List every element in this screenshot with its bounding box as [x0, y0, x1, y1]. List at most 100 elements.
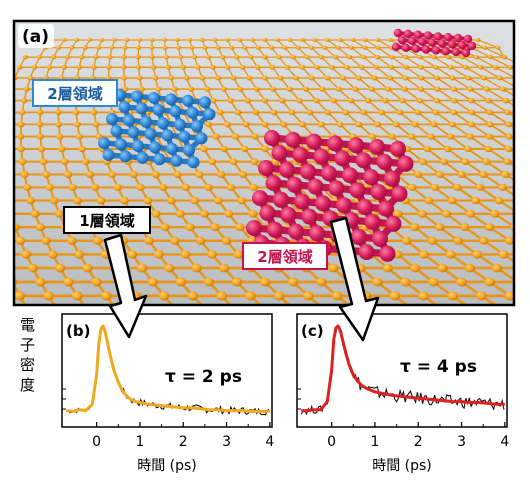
lattice-atom — [290, 54, 296, 60]
lattice-atom — [358, 64, 365, 70]
lattice-atom — [261, 121, 269, 128]
lattice-atom — [433, 64, 439, 70]
lattice-atom — [352, 86, 359, 92]
cluster-atom — [191, 120, 203, 133]
cluster-atom — [136, 151, 149, 164]
lattice-bond — [471, 47, 491, 58]
lattice-atom — [91, 277, 102, 287]
lattice-atom — [453, 236, 463, 245]
lattice-bond — [405, 77, 422, 90]
lattice-atom — [262, 75, 268, 81]
lattice-atom — [465, 75, 472, 81]
cluster-atom — [313, 148, 330, 165]
lattice-bond — [352, 39, 366, 49]
lattice-atom — [215, 75, 221, 81]
fit-curve — [301, 324, 505, 413]
lattice-atom — [65, 54, 71, 60]
lattice-atom — [382, 263, 393, 273]
lattice-atom — [170, 236, 180, 245]
cluster-atom — [187, 156, 200, 169]
lattice-atom — [461, 158, 470, 166]
lattice-atom — [218, 263, 230, 273]
cluster-atom — [417, 37, 427, 46]
lattice-bond — [453, 99, 473, 114]
cluster-atom — [391, 185, 408, 202]
plot-b-curves — [62, 324, 270, 416]
lattice-bond — [469, 135, 489, 150]
lattice-atom — [224, 121, 231, 128]
lattice-atom — [473, 54, 479, 60]
lattice-atom — [495, 45, 501, 50]
cluster-atom — [397, 35, 407, 45]
lattice-atom — [225, 64, 231, 70]
lattice-atom — [330, 97, 337, 104]
fit-curve — [66, 324, 270, 413]
lattice-atom — [81, 158, 90, 166]
lattice-atom — [3, 197, 12, 204]
lattice-atom — [254, 64, 261, 70]
lattice-atom — [195, 64, 201, 70]
lattice-atom — [418, 291, 430, 301]
lattice-atom — [22, 54, 29, 60]
lattice-atom — [64, 171, 73, 178]
lattice-bond — [419, 56, 437, 68]
cluster-atom — [115, 138, 127, 151]
lattice-atom — [143, 196, 153, 205]
lattice-atom — [430, 183, 439, 191]
cluster-atom — [98, 137, 110, 149]
lattice-atom — [60, 158, 69, 166]
lattice-atom — [498, 250, 509, 259]
lattice-bond — [486, 88, 507, 102]
lattice-atom — [237, 38, 243, 42]
lattice-atom — [47, 250, 58, 259]
lattice-atom — [356, 75, 362, 81]
lattice-atom — [467, 86, 474, 92]
lattice-atom — [144, 236, 154, 245]
lattice-atom — [195, 171, 204, 178]
lattice-bond — [447, 56, 467, 68]
lattice-atom — [155, 86, 162, 92]
lattice-atom — [378, 109, 386, 116]
lattice-atom — [306, 109, 314, 116]
lattice-atom — [129, 171, 138, 178]
lattice-bond — [469, 88, 490, 102]
lattice-atom — [175, 209, 185, 218]
lattice-bond — [480, 66, 501, 79]
lattice-atom — [149, 54, 155, 60]
lattice-atom — [525, 158, 530, 165]
lattice-atom — [525, 250, 530, 258]
lattice-atom — [445, 250, 456, 259]
cluster-atom — [149, 141, 161, 154]
cluster-atom — [294, 193, 310, 210]
lattice-atom — [523, 171, 530, 178]
lattice-atom — [450, 86, 457, 92]
lattice-atom — [434, 86, 441, 92]
lattice-atom — [255, 45, 261, 50]
lattice-atom — [239, 171, 248, 178]
cluster-atom — [161, 129, 174, 142]
lattice-bond — [6, 268, 13, 282]
lattice-bond — [436, 77, 455, 90]
lattice-atom — [324, 75, 331, 81]
lattice-bond — [433, 123, 452, 138]
lattice-atom — [516, 87, 522, 92]
lattice-atom — [18, 158, 27, 166]
plot-c-x-ticks: 0 1 2 3 4 — [327, 422, 509, 450]
lattice-atom — [269, 45, 275, 50]
lattice-atom — [362, 38, 368, 42]
lattice-atom — [1, 264, 11, 273]
lattice-atom — [0, 158, 5, 165]
lattice-atom — [92, 121, 100, 128]
lattice-atom — [225, 38, 230, 42]
lattice-atom — [174, 38, 180, 42]
x-tick-label: 0 — [92, 434, 101, 450]
cluster-atom — [306, 133, 322, 150]
cluster-atom — [336, 197, 352, 214]
lattice-atom — [399, 97, 406, 104]
lattice-atom — [374, 121, 381, 128]
lattice-atom — [4, 98, 10, 103]
lattice-atom — [485, 223, 495, 232]
lattice-bond — [0, 254, 6, 268]
tau-c-label: τ = 4 ps — [400, 357, 477, 377]
